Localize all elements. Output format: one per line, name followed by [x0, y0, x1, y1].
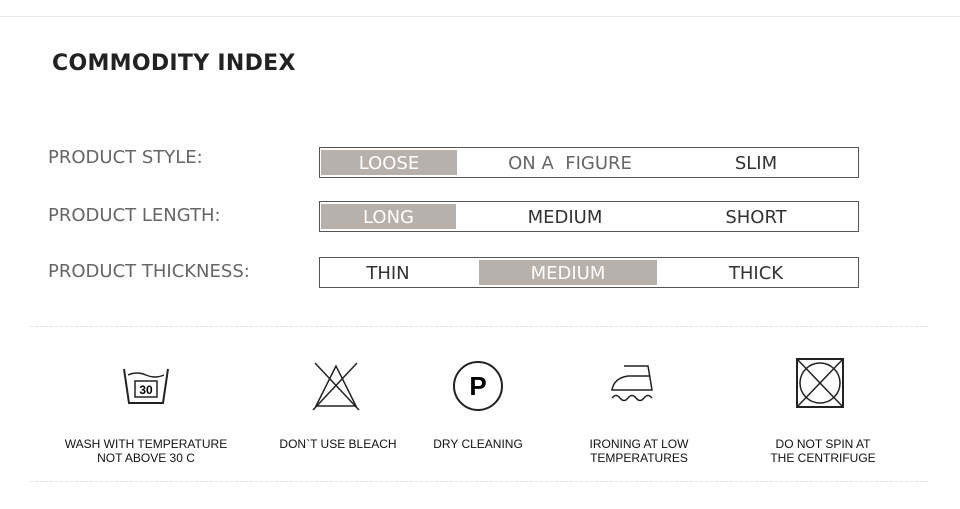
- style-scale: LOOSE ON A FIGURE SLIM: [319, 147, 859, 178]
- care-line: IRONING AT LOW: [589, 437, 689, 451]
- care-label-wash: WASH WITH TEMPERATURE NOT ABOVE 30 C: [46, 437, 246, 465]
- care-line: DON`T USE BLEACH: [279, 437, 397, 451]
- care-line: DRY CLEANING: [433, 437, 523, 451]
- option-medium-thickness: MEDIUM: [479, 260, 657, 285]
- option-thin: THIN: [366, 263, 410, 284]
- care-line: NOT ABOVE 30 C: [97, 451, 195, 465]
- section-divider: [30, 326, 928, 327]
- wash-30-icon: 30: [123, 368, 169, 404]
- care-label-spin: DO NOT SPIN AT THE CENTRIFUGE: [743, 437, 903, 465]
- no-tumble-icon: [796, 358, 844, 408]
- care-line: THE CENTRIFUGE: [770, 451, 876, 465]
- wash-temp: 30: [139, 383, 153, 397]
- page-title: COMMODITY INDEX: [52, 51, 296, 76]
- care-line: WASH WITH TEMPERATURE: [64, 437, 228, 451]
- care-line: TEMPERATURES: [590, 451, 688, 465]
- bottom-divider: [30, 481, 928, 482]
- dry-clean-letter: P: [469, 371, 486, 401]
- option-short: SHORT: [725, 207, 787, 228]
- iron-low-icon: [611, 365, 653, 402]
- option-on-a-figure: ON A FIGURE: [508, 153, 632, 174]
- dry-clean-icon: P: [453, 361, 503, 411]
- row-label-thickness: PRODUCT THICKNESS:: [48, 261, 250, 282]
- care-label-bleach: DON`T USE BLEACH: [258, 437, 418, 451]
- care-line: DO NOT SPIN AT: [775, 437, 871, 451]
- option-thick: THICK: [728, 263, 784, 284]
- thickness-scale: THIN MEDIUM THICK: [319, 257, 859, 288]
- care-label-dry-clean: DRY CLEANING: [408, 437, 548, 451]
- row-label-length: PRODUCT LENGTH:: [48, 205, 221, 226]
- row-label-style: PRODUCT STYLE:: [48, 147, 203, 168]
- care-label-ironing: IRONING AT LOW TEMPERATURES: [559, 437, 719, 465]
- no-bleach-icon: [312, 362, 360, 411]
- option-slim: SLIM: [734, 153, 778, 174]
- option-loose: LOOSE: [321, 150, 457, 175]
- top-divider: [0, 16, 960, 17]
- option-medium-length: MEDIUM: [527, 207, 603, 228]
- length-scale: LONG MEDIUM SHORT: [319, 201, 859, 232]
- option-long: LONG: [321, 204, 456, 229]
